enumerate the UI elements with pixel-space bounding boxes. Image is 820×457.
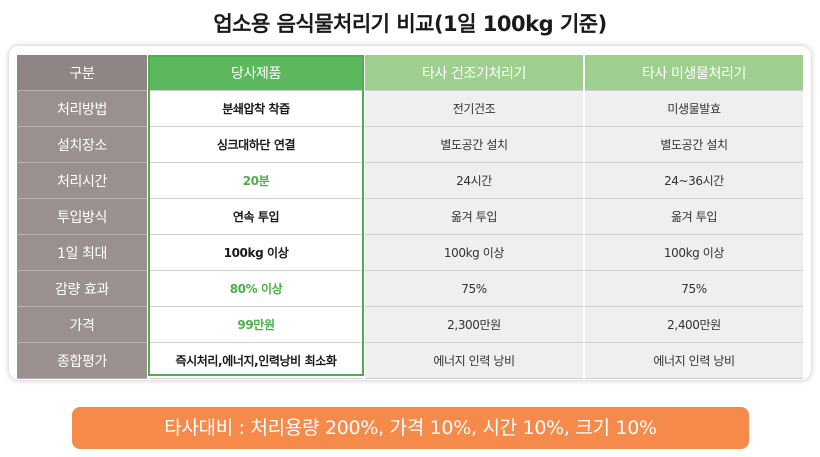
row-label: 처리방법	[17, 90, 149, 127]
microbe-processor-cell: 2,400만원	[584, 306, 805, 343]
dryer-processor-cell: 별도공간 설치	[364, 126, 585, 163]
microbe-processor-cell: 미생물발효	[584, 90, 805, 127]
row-label: 설치장소	[17, 126, 149, 163]
row-label: 1일 최대	[17, 234, 149, 271]
table-row: 가격 99만원 2,300만원 2,400만원	[17, 306, 805, 343]
table-body: 처리방법 분쇄압착 착즙 전기건조 미생물발효 설치장소 싱크대하단 연결 별도공간 설치 별…	[17, 90, 805, 379]
our-product-cell: 싱크대하단 연결	[148, 126, 365, 163]
dryer-processor-cell: 2,300만원	[364, 306, 585, 343]
table-row: 종합평가 즉시처리,에너지,인력낭비 최소화 에너지 인력 낭비 에너지 인력 낭비	[17, 342, 805, 379]
dryer-processor-cell: 75%	[364, 270, 585, 307]
table-header-row: 구분 당사제품 타사 건조기처리기 타사 미생물처리기	[17, 55, 805, 91]
dryer-processor-cell: 옮겨 투입	[364, 198, 585, 235]
header-our-product: 당사제품	[148, 55, 365, 91]
table-row: 처리방법 분쇄압착 착즙 전기건조 미생물발효	[17, 90, 805, 127]
row-label: 처리시간	[17, 162, 149, 199]
our-product-cell: 20분	[148, 162, 365, 199]
row-label: 감량 효과	[17, 270, 149, 307]
summary-banner: 타사대비 : 처리용량 200%, 가격 10%, 시간 10%, 크기 10%	[72, 407, 749, 449]
microbe-processor-cell: 에너지 인력 낭비	[584, 342, 805, 379]
table-row: 설치장소 싱크대하단 연결 별도공간 설치 별도공간 설치	[17, 126, 805, 163]
comparison-table: 구분 당사제품 타사 건조기처리기 타사 미생물처리기 처리방법 분쇄압착 착즙 전…	[17, 55, 805, 379]
our-product-cell: 분쇄압착 착즙	[148, 90, 365, 127]
our-product-cell: 99만원	[148, 306, 365, 343]
dryer-processor-cell: 에너지 인력 낭비	[364, 342, 585, 379]
microbe-processor-cell: 100kg 이상	[584, 234, 805, 271]
page-title: 업소용 음식물처리기 비교(1일 100kg 기준)	[213, 12, 607, 36]
microbe-processor-cell: 별도공간 설치	[584, 126, 805, 163]
dryer-processor-cell: 전기건조	[364, 90, 585, 127]
our-product-cell: 즉시처리,에너지,인력낭비 최소화	[148, 342, 365, 379]
dryer-processor-cell: 24시간	[364, 162, 585, 199]
table-row: 1일 최대 100kg 이상 100kg 이상 100kg 이상	[17, 234, 805, 271]
row-label: 투입방식	[17, 198, 149, 235]
header-dryer-processor: 타사 건조기처리기	[364, 55, 585, 91]
dryer-processor-cell: 100kg 이상	[364, 234, 585, 271]
microbe-processor-cell: 24~36시간	[584, 162, 805, 199]
our-product-cell: 80% 이상	[148, 270, 365, 307]
microbe-processor-cell: 75%	[584, 270, 805, 307]
table-row: 투입방식 연속 투입 옮겨 투입 옮겨 투입	[17, 198, 805, 235]
header-microbe-processor: 타사 미생물처리기	[584, 55, 805, 91]
row-label: 가격	[17, 306, 149, 343]
header-category: 구분	[17, 55, 149, 91]
table-row: 감량 효과 80% 이상 75% 75%	[17, 270, 805, 307]
our-product-cell: 100kg 이상	[148, 234, 365, 271]
our-product-cell: 연속 투입	[148, 198, 365, 235]
row-label: 종합평가	[17, 342, 149, 379]
table-row: 처리시간 20분 24시간 24~36시간	[17, 162, 805, 199]
microbe-processor-cell: 옮겨 투입	[584, 198, 805, 235]
